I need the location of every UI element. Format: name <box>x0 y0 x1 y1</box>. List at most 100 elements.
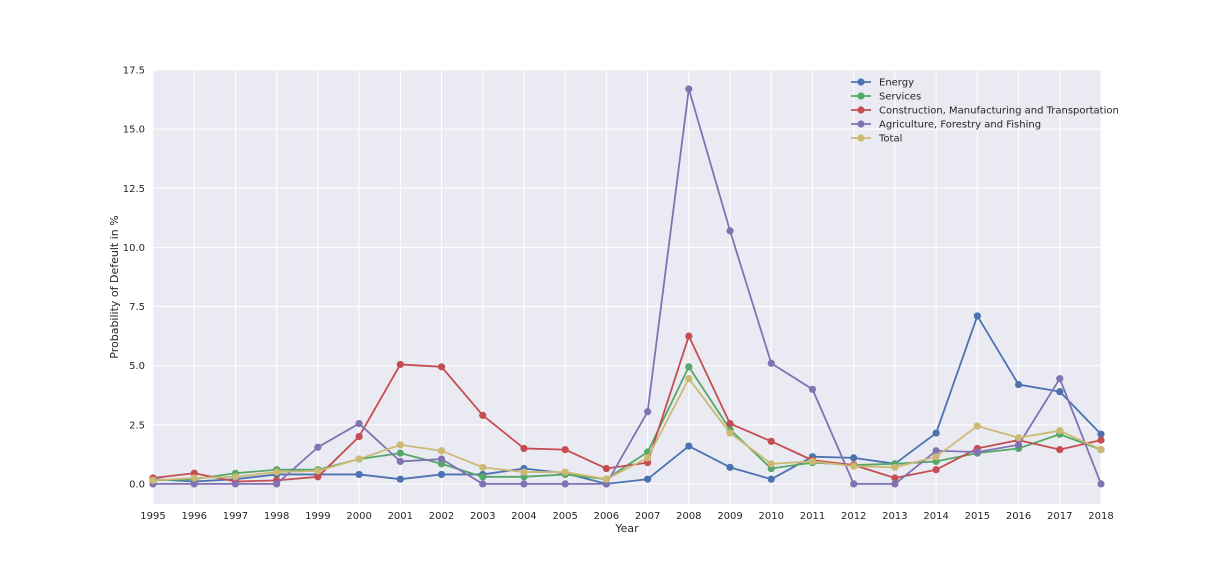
data-point <box>314 467 322 475</box>
legend-marker <box>857 120 865 128</box>
x-tick-label: 2001 <box>388 511 413 522</box>
data-point <box>685 442 693 450</box>
data-point <box>1097 436 1105 444</box>
y-tick-label: 10.0 <box>123 243 145 254</box>
x-tick-label: 2004 <box>511 511 536 522</box>
data-point <box>437 363 446 371</box>
x-tick-label: 2002 <box>429 511 454 522</box>
data-point <box>767 460 775 468</box>
series-line <box>152 377 1102 482</box>
data-point <box>149 476 157 484</box>
legend-marker <box>857 92 865 100</box>
data-point <box>1014 434 1023 442</box>
series-layer <box>149 85 1105 488</box>
x-tick-label: 2014 <box>923 511 948 522</box>
x-tick-label: 2003 <box>470 511 495 522</box>
data-point <box>1056 375 1064 383</box>
x-tick-label: 2006 <box>594 511 619 522</box>
x-tick-label: 2010 <box>759 511 784 522</box>
data-point <box>190 480 198 488</box>
data-point <box>396 360 404 369</box>
legend-label: Agriculture, Forestry and Fishing <box>879 120 1041 131</box>
data-point <box>314 473 322 481</box>
data-point <box>602 464 610 473</box>
data-point <box>932 429 940 437</box>
x-tick-label: 1995 <box>140 511 165 522</box>
x-tick-label: 1998 <box>264 511 289 522</box>
data-point <box>479 411 487 419</box>
data-point <box>561 480 569 488</box>
data-point <box>726 419 734 428</box>
x-tick-label: 2013 <box>882 511 907 522</box>
legend-label: Construction, Manufacturing and Transpor… <box>879 106 1119 117</box>
data-point <box>231 480 240 488</box>
data-point <box>561 446 569 454</box>
data-point <box>1014 441 1023 449</box>
data-point <box>396 441 404 449</box>
y-tick-label: 2.5 <box>129 420 145 431</box>
data-point <box>891 463 899 471</box>
series-4 <box>149 375 1105 484</box>
data-point <box>932 453 940 461</box>
data-point <box>767 475 775 483</box>
legend-label: Energy <box>879 78 914 89</box>
data-point <box>437 455 446 463</box>
data-point <box>850 454 858 462</box>
data-point <box>520 468 528 476</box>
data-point <box>644 475 652 483</box>
x-tick-label: 2016 <box>1006 511 1031 522</box>
data-point <box>479 480 487 488</box>
data-point <box>355 470 363 479</box>
x-tick-label: 2008 <box>676 511 701 522</box>
data-point <box>808 457 817 466</box>
series-line <box>152 315 1102 485</box>
x-tick-label: 1997 <box>223 511 248 522</box>
y-tick-label: 0.0 <box>129 479 145 490</box>
data-point <box>231 473 240 481</box>
data-point <box>808 385 817 393</box>
data-point <box>355 419 363 428</box>
data-point <box>973 422 981 430</box>
data-point <box>396 449 404 457</box>
legend-label: Services <box>879 92 921 103</box>
y-axis-label: Probability of Defeult in % <box>108 215 121 358</box>
data-point <box>1014 380 1023 389</box>
data-point <box>520 444 528 453</box>
x-tick-label: 2017 <box>1047 511 1072 522</box>
data-point <box>561 468 569 476</box>
legend: Energy Services Construction, Manufacturin… <box>851 78 1119 145</box>
series-line <box>152 335 1102 483</box>
x-tick-label: 2007 <box>635 511 660 522</box>
data-point <box>932 447 940 455</box>
data-point <box>767 437 775 445</box>
data-point <box>396 457 404 466</box>
x-tick-label: 2018 <box>1088 511 1113 522</box>
y-tick-label: 15.0 <box>123 125 145 136</box>
legend-marker <box>857 78 865 86</box>
data-point <box>685 332 693 340</box>
data-point <box>685 85 693 93</box>
legend-label: Total <box>878 134 902 145</box>
data-point <box>726 227 734 235</box>
x-tick-label: 2015 <box>965 511 990 522</box>
data-point <box>685 363 693 371</box>
legend-item: Total <box>851 134 902 145</box>
x-tick-label: 1999 <box>305 511 330 522</box>
data-point <box>767 359 775 367</box>
data-point <box>973 448 981 456</box>
data-point <box>190 474 198 482</box>
data-point <box>891 474 899 482</box>
legend-item: Energy <box>851 78 914 89</box>
data-point <box>891 480 899 488</box>
data-point <box>437 447 446 455</box>
data-point <box>1097 446 1105 454</box>
x-tick-label: 2012 <box>841 511 866 522</box>
data-point <box>1056 388 1064 396</box>
plot-area <box>153 70 1101 504</box>
x-tick-label: 2011 <box>800 511 825 522</box>
y-tick-label: 5.0 <box>129 361 145 372</box>
data-point <box>1056 446 1064 454</box>
data-point <box>437 470 446 479</box>
data-point <box>520 480 528 488</box>
